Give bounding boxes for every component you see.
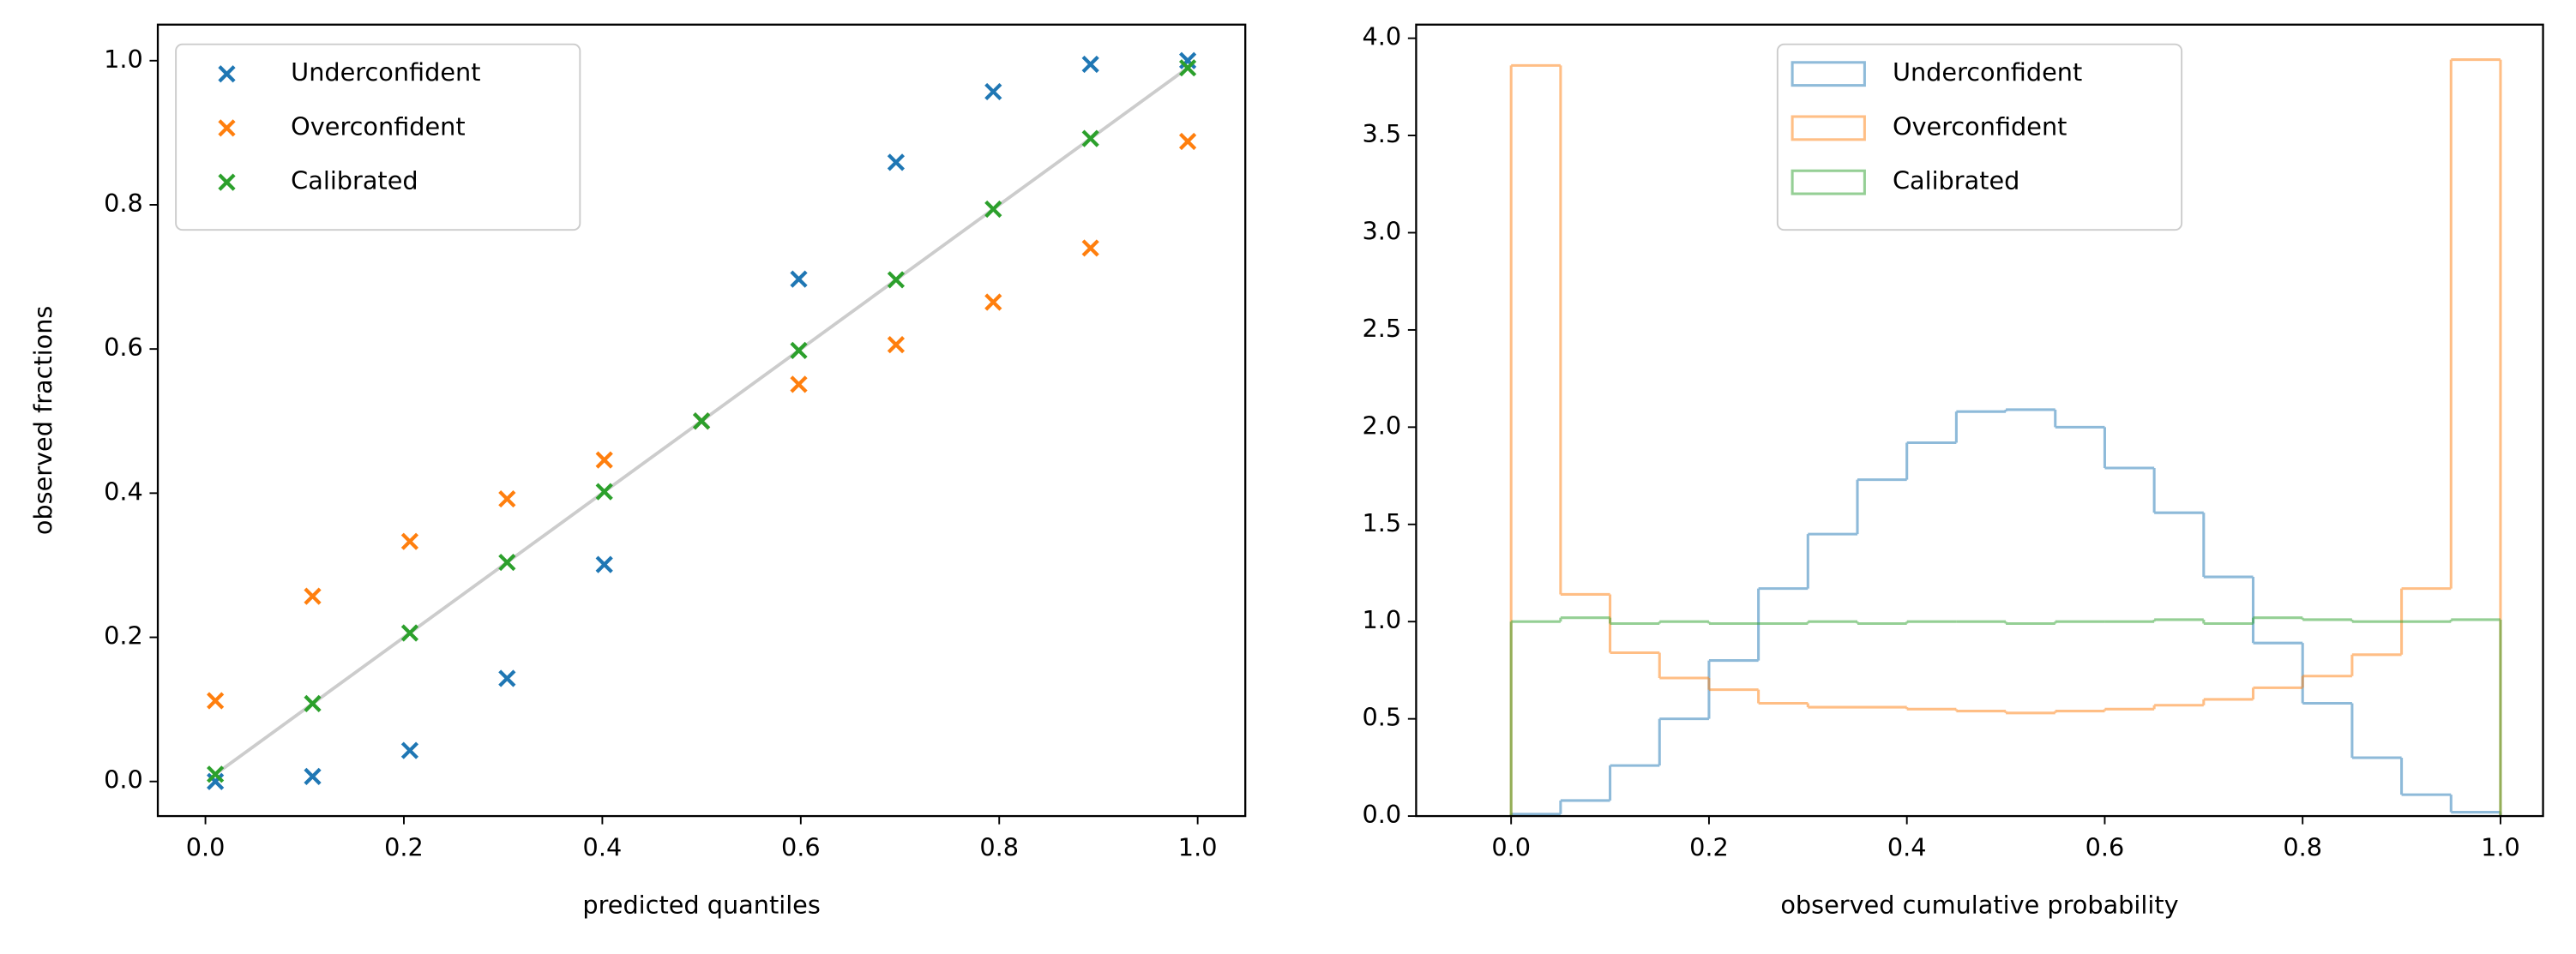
histogram-series [1509, 58, 2502, 817]
marker [595, 451, 613, 469]
marker [1081, 239, 1099, 257]
marker [207, 765, 225, 783]
marker [984, 293, 1002, 311]
legend-label: Underconfident [291, 57, 480, 87]
marker [218, 173, 236, 191]
y-tick-label: 1.0 [1362, 605, 1401, 634]
y-tick-label: 0.8 [104, 189, 143, 218]
x-tick-label: 1.0 [1178, 832, 1218, 861]
marker [400, 624, 419, 642]
marker [984, 82, 1002, 101]
legend-label: Calibrated [1893, 166, 2019, 195]
y-tick-label: 2.5 [1362, 314, 1401, 343]
marker [218, 119, 236, 137]
y-tick-label: 1.5 [1362, 508, 1401, 537]
x-tick-label: 0.2 [384, 832, 424, 861]
histogram-series [1509, 408, 2502, 817]
marker [1178, 132, 1197, 151]
x-axis-label: observed cumulative probability [1780, 890, 2178, 919]
marker [1178, 59, 1197, 77]
legend-label: Underconfident [1893, 57, 2082, 87]
x-tick-label: 0.4 [1887, 832, 1927, 861]
marker [304, 767, 322, 785]
chart: 0.0 0.2 0.4 0.6 0.8 1.0 0.0 0.5 1.0 1.5 2.0 2.5 3.0 3… [1362, 22, 2544, 919]
marker [887, 153, 906, 171]
legend-label: Overconfident [1893, 111, 2067, 141]
marker [790, 341, 808, 359]
marker [400, 532, 419, 550]
legend-swatch [1791, 169, 1866, 195]
x-tick-label: 0.6 [2085, 832, 2125, 861]
marker [498, 669, 516, 687]
x-axis-label: predicted quantiles [582, 890, 820, 919]
x-tick-label: 0.6 [781, 832, 821, 861]
y-tick-label: 0.5 [1362, 703, 1401, 732]
y-tick-label: 0.0 [1362, 800, 1401, 829]
marker [595, 555, 613, 573]
marker [1081, 129, 1099, 147]
legend-label: Calibrated [291, 166, 418, 195]
marker [984, 200, 1002, 219]
x-tick-label: 1.0 [2481, 832, 2520, 861]
legend-label: Overconfident [291, 111, 465, 141]
marker [218, 65, 236, 83]
chart: 0.0 0.2 0.4 0.6 0.8 1.0 0.0 0.2 0.4 0.6 0.8 1.0 pred… [28, 23, 1247, 919]
y-tick-label: 3.5 [1362, 119, 1401, 148]
legend-box [175, 43, 581, 231]
histogram-series [1509, 616, 2502, 817]
marker [304, 587, 322, 605]
y-axis-label: observed fractions [28, 306, 57, 536]
y-tick-label: 0.6 [104, 333, 143, 362]
marker [1081, 55, 1099, 74]
y-tick-label: 4.0 [1362, 22, 1401, 51]
marker [207, 692, 225, 710]
x-tick-label: 0.4 [583, 832, 623, 861]
y-tick-label: 3.0 [1362, 216, 1401, 245]
y-tick-label: 0.0 [104, 765, 143, 795]
marker [790, 375, 808, 393]
x-tick-label: 0.0 [1491, 832, 1531, 861]
x-tick-label: 0.2 [1689, 832, 1729, 861]
marker [400, 741, 419, 759]
legend-swatch [1791, 61, 1866, 87]
x-tick-label: 0.8 [979, 832, 1019, 861]
plot-frame [156, 23, 1247, 818]
plot-frame [1415, 23, 2544, 818]
x-tick-label: 0.8 [2283, 832, 2322, 861]
legend-swatch [1791, 115, 1866, 141]
y-tick-label: 2.0 [1362, 411, 1401, 440]
marker [498, 553, 516, 572]
x-tick-label: 0.0 [186, 832, 226, 861]
marker [498, 489, 516, 508]
legend-box [1776, 43, 2183, 231]
marker [692, 412, 711, 430]
y-tick-label: 0.2 [104, 621, 143, 651]
marker [887, 271, 906, 289]
y-tick-label: 1.0 [104, 45, 143, 74]
marker [304, 694, 322, 713]
marker [887, 336, 906, 354]
marker [595, 483, 613, 501]
y-tick-label: 0.4 [104, 477, 143, 506]
marker [207, 772, 225, 790]
marker [790, 270, 808, 288]
marker [1178, 51, 1197, 69]
